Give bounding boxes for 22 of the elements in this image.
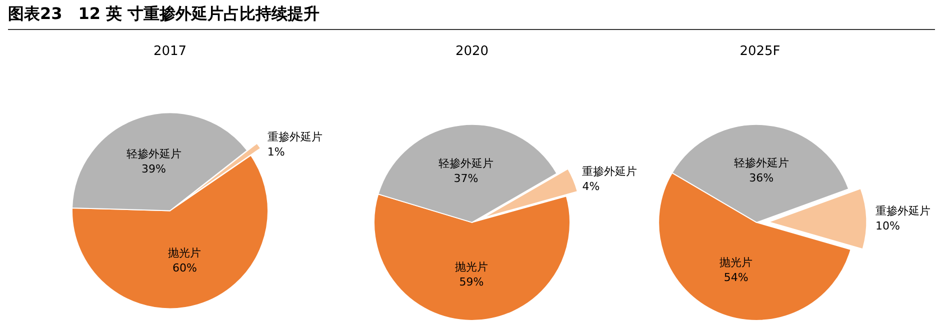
slice-label: 轻掺外延片 [734,156,789,170]
data-label: 10% [876,220,900,233]
data-label: 4% [582,180,600,194]
data-label: 60% [172,262,197,275]
slice-label: 轻掺外延片 [126,147,182,160]
slice-label: 抛光片 [168,246,202,260]
text: 图表23 12 英 寸重掺外延片占比持续提升 [8,4,935,30]
data-label: 1% [267,146,285,159]
slice-label: 抛光片 [720,256,753,270]
data-label: 59% [459,275,484,288]
slice-label: 重掺外延片 [267,130,322,144]
slice-label: 抛光片 [454,260,488,274]
chart-title: 2020 [455,44,489,59]
slice-label: 重掺外延片 [582,165,638,178]
slice-label: 轻掺外延片 [438,156,494,170]
data-label: 39% [142,162,166,176]
chart-title: 2017 [153,44,187,59]
chart-title: 2025F [740,44,780,59]
data-label: 54% [724,271,748,284]
slice-label: 重掺外延片 [876,204,931,218]
data-label: 36% [749,172,774,185]
data-label: 37% [454,172,478,185]
